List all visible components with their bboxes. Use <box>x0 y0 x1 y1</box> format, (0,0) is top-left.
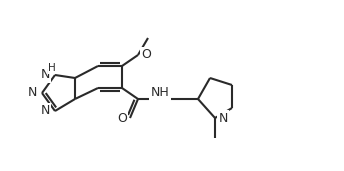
Text: N: N <box>27 87 37 100</box>
Text: O: O <box>141 49 151 62</box>
Text: H: H <box>48 63 56 73</box>
Text: N: N <box>40 69 50 82</box>
Text: N: N <box>40 104 50 117</box>
Text: O: O <box>117 111 127 124</box>
Text: N: N <box>218 111 228 124</box>
Text: NH: NH <box>151 87 169 100</box>
